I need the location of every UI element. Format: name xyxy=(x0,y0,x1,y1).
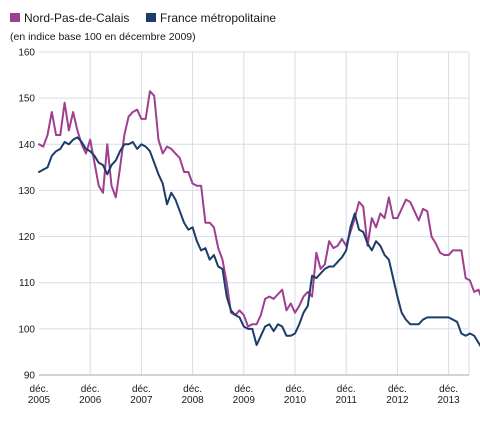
x-tick-label-month: déc. xyxy=(30,384,49,395)
y-tick-label: 90 xyxy=(24,371,36,382)
x-tick-label-year: 2009 xyxy=(233,395,256,406)
y-tick-label: 130 xyxy=(18,186,35,197)
grid xyxy=(39,51,470,375)
legend-label-france-metropolitaine: France métropolitaine xyxy=(160,11,276,25)
y-tick-label: 150 xyxy=(18,94,35,105)
x-tick-label-year: 2010 xyxy=(284,395,307,406)
x-tick-label-year: 2008 xyxy=(181,395,204,406)
y-tick-label: 140 xyxy=(18,140,35,151)
x-tick-label-month: déc. xyxy=(234,384,253,395)
y-axis-ticks: 90 100 110 120 130 140 150 160 xyxy=(18,48,35,382)
x-tick-label-month: déc. xyxy=(81,384,100,395)
x-tick-label-month: déc. xyxy=(132,384,151,395)
chart-subtitle: (en indice base 100 en décembre 2009) xyxy=(10,31,196,43)
x-tick-label-month: déc. xyxy=(286,384,305,395)
x-tick-label-month: déc. xyxy=(439,384,458,395)
series-line-france-metropolitaine xyxy=(38,136,480,348)
series-line-nord-pas-de-calais xyxy=(38,90,480,328)
y-tick-label: 160 xyxy=(18,48,35,59)
x-tick-label-year: 2006 xyxy=(79,395,102,406)
y-tick-label: 100 xyxy=(18,324,35,335)
legend-label-nord-pas-de-calais: Nord-Pas-de-Calais xyxy=(24,11,129,25)
x-tick-label-year: 2013 xyxy=(437,395,460,406)
series-lines xyxy=(38,90,480,348)
x-tick-label-month: déc. xyxy=(388,384,407,395)
x-tick-label-year: 2007 xyxy=(130,395,153,406)
y-tick-label: 120 xyxy=(18,232,35,243)
y-tick-label: 110 xyxy=(19,278,35,289)
x-tick-label-month: déc. xyxy=(337,384,356,395)
legend-swatch-france-metropolitaine xyxy=(146,13,156,22)
legend-swatch-nord-pas-de-calais xyxy=(10,13,20,22)
x-tick-label-year: 2005 xyxy=(28,395,51,406)
x-tick-label-year: 2011 xyxy=(335,395,357,406)
x-tick-label-year: 2012 xyxy=(386,395,409,406)
x-axis-ticks: déc.2005déc.2006déc.2007déc.2008déc.2009… xyxy=(28,384,460,406)
x-tick-label-month: déc. xyxy=(183,384,202,395)
